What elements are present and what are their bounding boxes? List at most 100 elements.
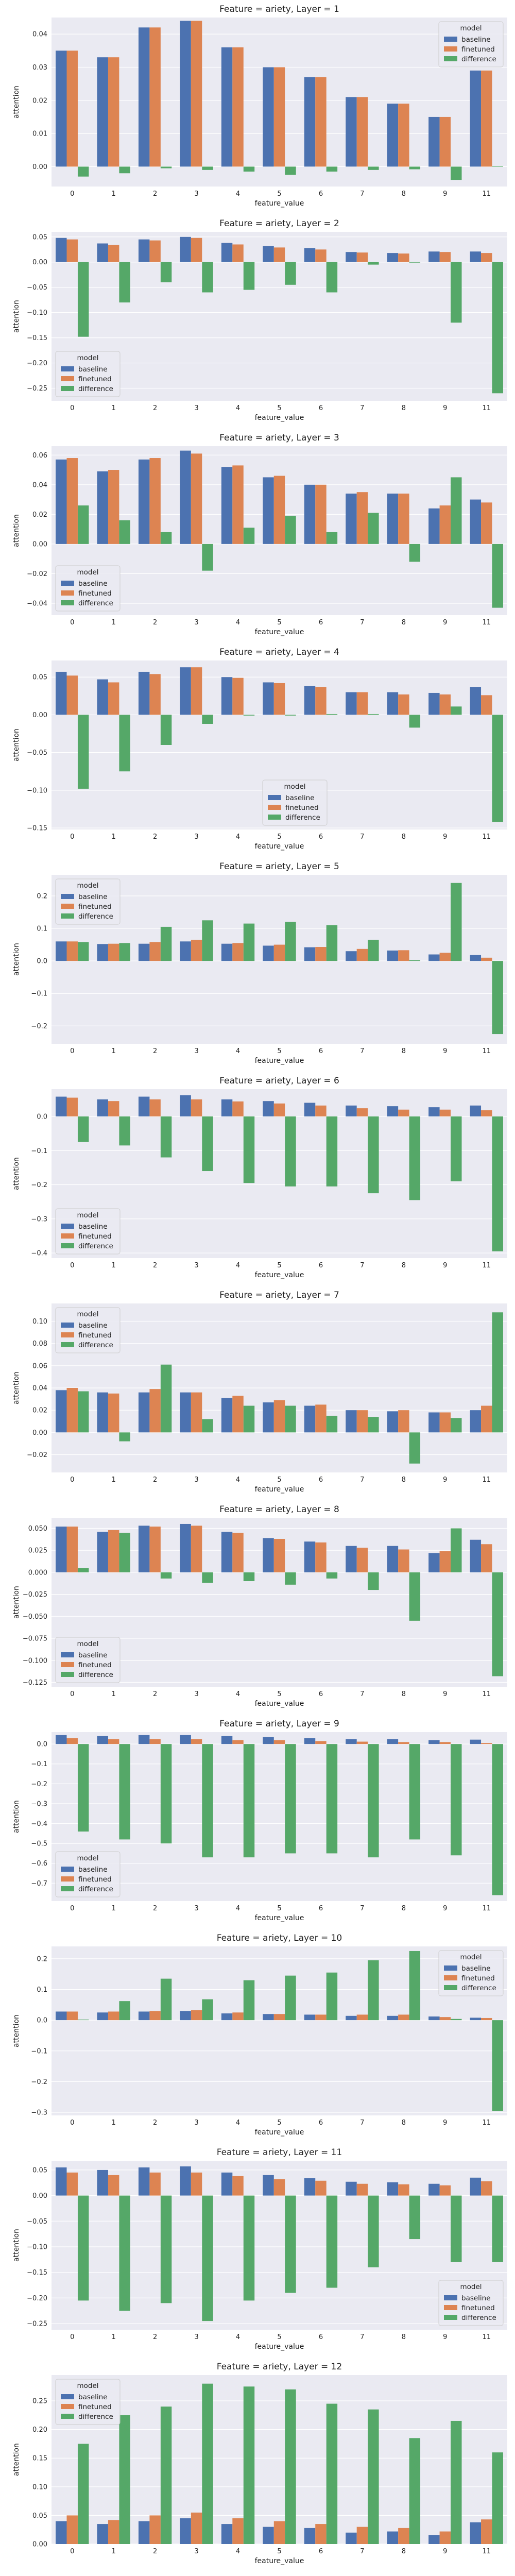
bar-baseline	[346, 252, 357, 262]
bar-finetuned	[398, 1742, 409, 1744]
bar-difference	[202, 544, 213, 571]
bar-finetuned	[149, 1527, 161, 1572]
bar-difference	[368, 1116, 379, 1194]
bar-difference	[492, 2020, 503, 2111]
bar-finetuned	[315, 687, 327, 715]
y-tick-label: 0.00	[32, 259, 47, 266]
bar-difference	[202, 920, 213, 961]
bar-baseline	[221, 467, 233, 544]
x-tick-label: 11	[482, 1047, 491, 1055]
bar-finetuned	[439, 505, 451, 544]
x-tick-label: 9	[443, 833, 447, 841]
x-tick-label: 11	[482, 833, 491, 841]
bar-finetuned	[232, 1396, 244, 1433]
x-tick-label: 3	[194, 190, 198, 198]
x-tick-label: 7	[360, 2548, 364, 2555]
legend-title: model	[77, 2382, 98, 2390]
y-axis-label: attention	[12, 943, 21, 976]
bar-baseline	[180, 1095, 191, 1117]
legend-title: model	[460, 1953, 482, 1961]
bar-baseline	[221, 243, 233, 262]
bar-finetuned	[481, 1110, 492, 1117]
bar-difference	[160, 1572, 172, 1579]
legend-swatch	[61, 913, 74, 919]
y-axis-label: attention	[12, 514, 21, 547]
legend-entry: baseline	[78, 893, 108, 901]
bar-finetuned	[481, 1405, 492, 1433]
bar-chart: 0.10 0.08 0.06 0.04 0.02 0.00 −0.02 0 1 2 3 4 5 6 7 8 9 1…	[12, 1290, 507, 1494]
x-tick-label: 8	[402, 1047, 406, 1055]
x-tick-label: 1	[112, 2119, 116, 2127]
bar-baseline	[304, 1541, 316, 1572]
legend-swatch	[268, 795, 281, 800]
x-tick-label: 11	[482, 2119, 491, 2127]
x-tick-label: 7	[360, 1476, 364, 1484]
legend-entry: finetuned	[461, 1974, 495, 1982]
bar-difference	[77, 1568, 89, 1572]
bar-baseline	[346, 692, 357, 715]
legend-swatch	[61, 1886, 74, 1891]
legend-swatch	[444, 1965, 457, 1971]
x-tick-label: 3	[194, 2119, 198, 2127]
bar-baseline	[138, 1735, 150, 1744]
bar-baseline	[346, 1546, 357, 1572]
y-tick-label: 0.2	[37, 1955, 47, 1963]
bar-chart: 0.05 0.00 −0.05 −0.10 −0.15 −0.20 −0.25 0 1 2 3 4 5 6…	[12, 2147, 507, 2351]
bar-difference	[285, 1116, 296, 1187]
legend-entry: baseline	[285, 794, 315, 802]
y-tick-label: −0.2	[31, 1181, 47, 1189]
y-tick-label: −0.2	[31, 1781, 47, 1788]
bar-finetuned	[273, 1400, 285, 1433]
y-tick-label: −0.4	[31, 1250, 47, 1258]
bar-chart: 0.0 −0.1 −0.2 −0.3 −0.4 0 1 2 3 4 5 6 7 8 9 11 Feature =…	[12, 1076, 507, 1279]
x-tick-label: 11	[482, 190, 491, 198]
bar-finetuned	[66, 1738, 78, 1744]
bar-baseline	[263, 1402, 274, 1433]
bar-finetuned	[439, 1109, 451, 1117]
legend-entry: difference	[78, 2413, 113, 2421]
legend-swatch	[61, 590, 74, 596]
bar-finetuned	[356, 692, 368, 715]
x-tick-label: 2	[153, 1476, 157, 1484]
y-axis-label: attention	[12, 300, 21, 333]
bar-difference	[285, 1405, 296, 1433]
bar-finetuned	[356, 492, 368, 544]
bar-baseline	[180, 2011, 191, 2021]
bar-finetuned	[232, 244, 244, 262]
bar-baseline	[387, 1411, 399, 1433]
bar-baseline	[97, 679, 108, 715]
bar-baseline	[470, 687, 482, 715]
bar-baseline	[387, 253, 399, 262]
bar-difference	[119, 715, 130, 772]
y-tick-label: −0.15	[27, 825, 47, 833]
bar-finetuned	[108, 1393, 119, 1433]
y-tick-label: 0.03	[32, 64, 47, 72]
x-tick-label: 9	[443, 2119, 447, 2127]
bar-difference	[77, 2444, 89, 2544]
x-tick-label: 9	[443, 1476, 447, 1484]
legend-box	[55, 565, 121, 612]
x-tick-label: 11	[482, 1690, 491, 1698]
bar-finetuned	[398, 2184, 409, 2196]
bar-baseline	[304, 947, 316, 961]
y-tick-label: 0.02	[32, 97, 47, 105]
y-axis-label: attention	[12, 1800, 21, 1833]
legend-entry: finetuned	[285, 804, 319, 812]
bar-finetuned	[232, 677, 244, 715]
x-tick-label: 0	[70, 2119, 74, 2127]
legend-entry: baseline	[78, 1223, 108, 1231]
bar-finetuned	[191, 2010, 202, 2021]
legend-entry: finetuned	[78, 1331, 112, 1340]
x-tick-label: 3	[194, 2548, 198, 2555]
bar-baseline	[304, 2014, 316, 2021]
chart-panel: 0.0 −0.1 −0.2 −0.3 −0.4 −0.5 −0.6 −0.7 0 1 2 3 4 5 6 7 8…	[0, 1715, 515, 1929]
legend-box	[55, 351, 121, 397]
x-tick-label: 0	[70, 2333, 74, 2341]
bar-baseline	[428, 508, 440, 544]
bar-finetuned	[191, 1392, 202, 1433]
bar-baseline	[221, 2013, 233, 2021]
bar-difference	[492, 262, 503, 394]
bar-difference	[492, 2452, 503, 2544]
bar-baseline	[263, 2527, 274, 2544]
